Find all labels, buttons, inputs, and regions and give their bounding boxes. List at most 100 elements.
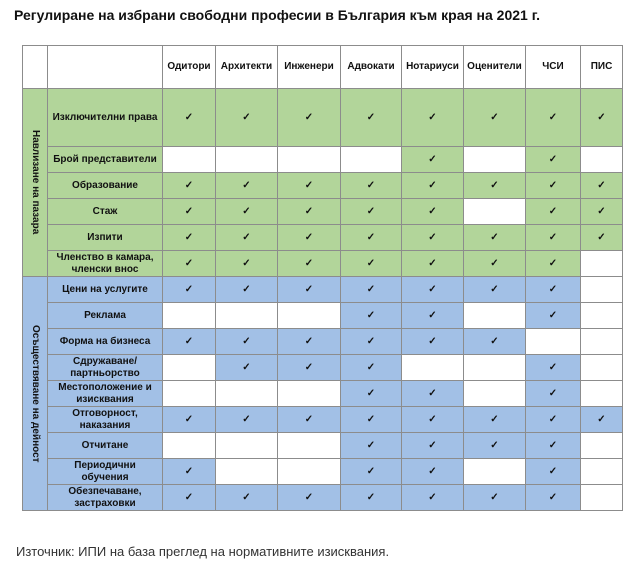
row-label: Образование <box>47 172 163 199</box>
cell: ✓ <box>340 458 402 485</box>
cell <box>580 276 623 303</box>
cell <box>580 328 623 355</box>
cell: ✓ <box>401 406 464 433</box>
column-header: Адвокати <box>340 45 402 89</box>
row: Стаж ✓ ✓ ✓ ✓ ✓ ✓ ✓ <box>23 198 623 225</box>
cell: ✓ <box>463 276 526 303</box>
cell <box>277 302 341 329</box>
cell: ✓ <box>463 88 526 147</box>
cell: ✓ <box>401 380 464 407</box>
cell: ✓ <box>277 224 341 251</box>
cell: ✓ <box>525 432 581 459</box>
cell: ✓ <box>215 484 278 511</box>
cell: ✓ <box>277 198 341 225</box>
cell: ✓ <box>277 328 341 355</box>
cell: ✓ <box>401 146 464 173</box>
row-label: Членство в камара, членски внос <box>47 250 163 277</box>
cell: ✓ <box>162 406 216 433</box>
cell: ✓ <box>215 88 278 147</box>
row-label: Сдружаване/ партньорство <box>47 354 163 381</box>
row: Брой представители ✓ ✓ <box>23 146 623 173</box>
cell: ✓ <box>525 146 581 173</box>
cell: ✓ <box>525 88 581 147</box>
row: Отчитане ✓ ✓ ✓ ✓ <box>23 432 623 459</box>
cell: ✓ <box>340 224 402 251</box>
cell: ✓ <box>525 406 581 433</box>
cell: ✓ <box>340 328 402 355</box>
group-label: Осъществяване на дейност <box>30 324 41 463</box>
row-label: Форма на бизнеса <box>47 328 163 355</box>
cell: ✓ <box>340 172 402 199</box>
cell: ✓ <box>525 354 581 381</box>
column-header: ЧСИ <box>525 45 581 89</box>
cell: ✓ <box>162 276 216 303</box>
row-label: Периодични обучения <box>47 458 163 485</box>
regulation-table: Одитори Архитекти Инженери Адвокати Нотариус… <box>22 45 623 511</box>
row-label: Местоположение и изисквания <box>47 380 163 407</box>
row-label: Реклама <box>47 302 163 329</box>
cell <box>463 380 526 407</box>
group-cell: Осъществяване на дейност <box>22 276 48 511</box>
row: Форма на бизнеса ✓ ✓ ✓ ✓ ✓ ✓ <box>23 328 623 355</box>
cell <box>277 458 341 485</box>
cell: ✓ <box>463 328 526 355</box>
cell <box>580 380 623 407</box>
row: Отговорност, наказания ✓ ✓ ✓ ✓ ✓ ✓ ✓ ✓ <box>23 406 623 433</box>
column-header: Архитекти <box>215 45 278 89</box>
cell: ✓ <box>525 172 581 199</box>
cell: ✓ <box>215 172 278 199</box>
row: Образование ✓ ✓ ✓ ✓ ✓ ✓ ✓ ✓ <box>23 172 623 199</box>
cell: ✓ <box>215 354 278 381</box>
cell <box>463 458 526 485</box>
cell: ✓ <box>401 276 464 303</box>
cell: ✓ <box>525 484 581 511</box>
cell: ✓ <box>401 432 464 459</box>
cell <box>580 146 623 173</box>
row: Местоположение и изисквания ✓ ✓ ✓ <box>23 380 623 407</box>
source: Източник: ИПИ на база преглед на нормати… <box>16 544 390 559</box>
cell: ✓ <box>340 380 402 407</box>
row: Сдружаване/ партньорство ✓ ✓ ✓ ✓ <box>23 354 623 381</box>
cell: ✓ <box>162 458 216 485</box>
row: Навлизане на пазара Изключителни права ✓ ✓ ✓… <box>22 88 623 277</box>
cell: ✓ <box>215 406 278 433</box>
cell <box>162 354 216 381</box>
cell: ✓ <box>580 172 623 199</box>
cell <box>162 302 216 329</box>
row-label: Обезпечаване, застраховки <box>47 484 163 511</box>
cell <box>580 354 623 381</box>
cell: ✓ <box>525 458 581 485</box>
cell: ✓ <box>215 328 278 355</box>
cell: ✓ <box>401 250 464 277</box>
header-row: Одитори Архитекти Инженери Адвокати Нотариус… <box>22 45 623 89</box>
row-label: Цени на услугите <box>47 276 163 303</box>
cell <box>215 302 278 329</box>
column-header: Инженери <box>277 45 341 89</box>
cell: ✓ <box>401 458 464 485</box>
cell: ✓ <box>162 198 216 225</box>
column-header: Оценители <box>463 45 526 89</box>
cell <box>215 432 278 459</box>
cell: ✓ <box>277 172 341 199</box>
cell: ✓ <box>401 224 464 251</box>
cell: ✓ <box>463 250 526 277</box>
cell: ✓ <box>340 354 402 381</box>
cell: ✓ <box>525 276 581 303</box>
cell: ✓ <box>580 88 623 147</box>
cell: ✓ <box>277 406 341 433</box>
cell: ✓ <box>277 484 341 511</box>
cell: ✓ <box>401 302 464 329</box>
cell: ✓ <box>340 276 402 303</box>
cell: ✓ <box>401 88 464 147</box>
cell: ✓ <box>525 198 581 225</box>
cell: ✓ <box>525 302 581 329</box>
row: Периодични обучения ✓ ✓ ✓ ✓ <box>23 458 623 485</box>
cell <box>162 380 216 407</box>
corner <box>47 45 163 89</box>
column-header: Нотариуси <box>401 45 464 89</box>
cell: ✓ <box>215 276 278 303</box>
cell <box>580 484 623 511</box>
group-cell: Навлизане на пазара <box>22 88 48 277</box>
cell: ✓ <box>463 406 526 433</box>
cell: ✓ <box>340 88 402 147</box>
